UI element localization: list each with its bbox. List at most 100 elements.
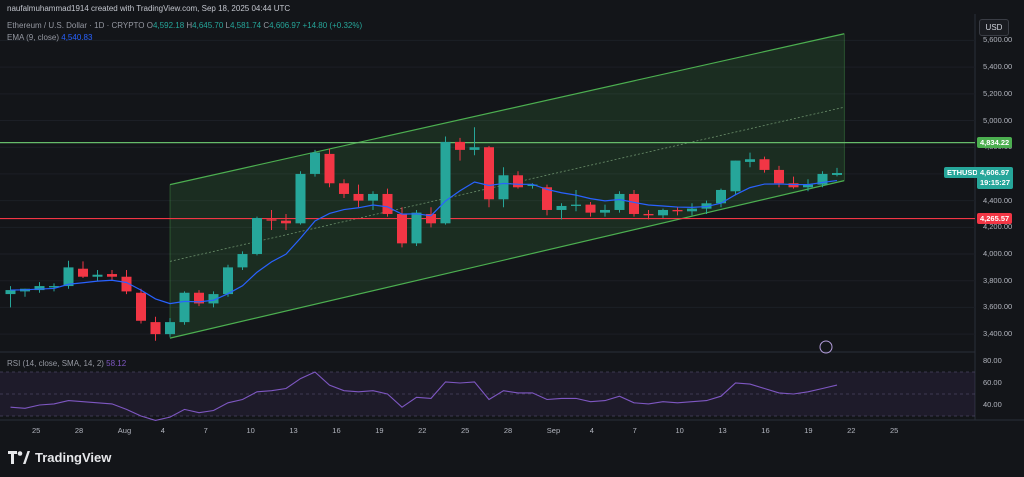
price-tick-label: 4,200.00 (983, 222, 1013, 232)
candle-body (150, 322, 161, 335)
candle-body (208, 294, 219, 304)
time-tick-label: 25 (890, 426, 899, 435)
time-tick-label: 25 (32, 426, 41, 435)
close-value: 4,606.97 (269, 21, 301, 30)
candle-body (730, 160, 741, 192)
candle-body (687, 208, 697, 212)
candle-body (484, 147, 494, 200)
symbol-name[interactable]: Ethereum / U.S. Dollar · 1D · CRYPTO (7, 21, 145, 30)
candle-body (266, 219, 277, 221)
candle-body (672, 209, 683, 212)
candle-body (658, 209, 668, 216)
time-tick-label: Sep (546, 426, 561, 435)
time-tick-label: Aug (117, 426, 132, 435)
candle-body (107, 274, 117, 277)
candle-body (5, 290, 16, 295)
price-tick-label: 3,400.00 (983, 329, 1013, 339)
candle-body (295, 173, 306, 224)
brand-name: TradingView (35, 450, 112, 465)
candle-body (716, 189, 726, 204)
price-tick-label: 5,400.00 (983, 62, 1013, 72)
candle-body (513, 175, 523, 188)
time-tick-label: 16 (332, 426, 341, 435)
candle-body (527, 184, 538, 186)
candle-body (382, 193, 393, 214)
candle-body (194, 292, 204, 304)
support-price-tag: 4,265.57 (977, 212, 1013, 224)
last-price-tag: 4,606.97 19:15:27 (977, 167, 1014, 189)
candle-body (237, 254, 248, 268)
time-tick-label: 4 (160, 426, 165, 435)
open-label: O (146, 21, 153, 30)
candle-body (774, 169, 784, 184)
candle-body (788, 183, 799, 188)
candle-body (324, 153, 335, 184)
time-tick-label: 13 (718, 426, 727, 435)
candle-body (78, 268, 88, 277)
candle-body (832, 173, 842, 175)
candle-body (817, 173, 828, 185)
ema-label: EMA (9, close) (7, 33, 60, 42)
ema-line (10, 179, 838, 305)
low-value: 4,581.74 (229, 21, 262, 30)
channel-lower-line (169, 180, 845, 339)
candle-body (397, 213, 407, 244)
open-value: 4,592.18 (153, 21, 185, 30)
candle-body (571, 204, 581, 206)
candle-body (556, 205, 567, 210)
time-tick-label: 10 (246, 426, 255, 435)
candle-body (498, 175, 509, 200)
rsi-label: RSI (14, close, SMA, 14, 2) (7, 359, 104, 368)
rsi-tick-label: 40.00 (983, 400, 1002, 409)
symbol-tag: ETHUSD (944, 167, 981, 178)
candle-body (585, 204, 596, 213)
time-tick-label: 25 (461, 426, 470, 435)
rsi-value: 58.12 (106, 359, 127, 368)
ohlc-legend: Ethereum / U.S. Dollar · 1D · CRYPTO O4,… (7, 21, 362, 30)
high-label: H (186, 21, 193, 30)
candle-body (803, 184, 813, 188)
candle-body (281, 220, 291, 224)
rsi-line (10, 371, 838, 421)
candle-body (34, 286, 45, 291)
rsi-legend[interactable]: RSI (14, close, SMA, 14, 2) 58.12 (7, 359, 126, 368)
price-tick-label: 3,800.00 (983, 275, 1013, 285)
candle-body (121, 276, 132, 292)
candle-body (63, 267, 74, 287)
candle-body (614, 193, 625, 210)
candle-body (165, 322, 175, 335)
time-tick-label: 22 (418, 426, 427, 435)
tradingview-icon (8, 450, 30, 464)
candle-body (179, 292, 190, 323)
price-tick-label: 5,200.00 (983, 88, 1013, 98)
candle-body (426, 213, 436, 224)
price-tick-label: 5,000.00 (983, 115, 1013, 125)
ema-value: 4,540.83 (61, 33, 93, 42)
time-tick-label: 28 (503, 426, 513, 435)
rsi-tick-label: 80.00 (983, 356, 1002, 365)
candle-body (629, 193, 639, 214)
candle-body (745, 159, 755, 162)
time-tick-label: 4 (589, 426, 594, 435)
time-tick-label: 7 (203, 426, 208, 435)
price-tick-label: 3,600.00 (983, 302, 1013, 312)
price-tick-label: 4,000.00 (983, 249, 1013, 259)
bar-countdown: 19:15:27 (980, 178, 1011, 187)
price-tick-label: 4,400.00 (983, 195, 1013, 205)
candle-body (92, 274, 103, 277)
candle-body (542, 187, 552, 210)
candle-body (600, 209, 610, 213)
ema-legend[interactable]: EMA (9, close) 4,540.83 (7, 33, 92, 42)
time-tick-label: 7 (632, 426, 637, 435)
price-tick-label: 5,600.00 (983, 35, 1013, 45)
currency-button[interactable]: USD (979, 19, 1009, 36)
author-line: naufalmuhammad1914 created with TradingV… (7, 4, 291, 13)
time-tick-label: 16 (761, 426, 770, 435)
time-tick-label: 19 (804, 426, 813, 435)
candle-body (643, 213, 654, 216)
time-tick-label: 10 (675, 426, 684, 435)
time-tick-label: 13 (289, 426, 298, 435)
tradingview-logo[interactable]: TradingView (8, 450, 111, 465)
resistance-price-tag: 4,834.22 (977, 136, 1013, 148)
